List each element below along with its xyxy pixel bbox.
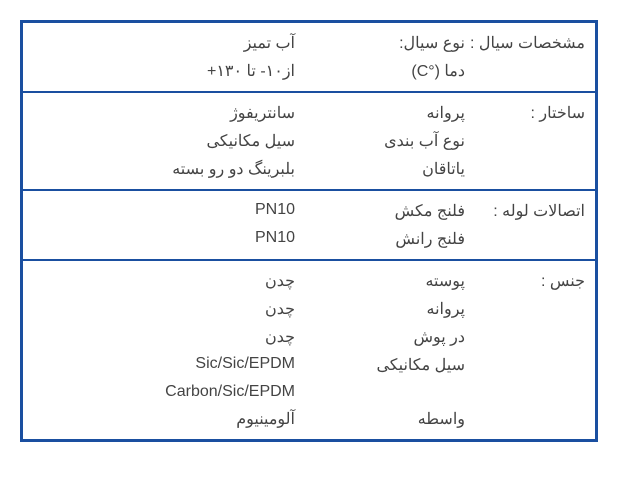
row-value: Sic/Sic/EPDM bbox=[33, 355, 295, 375]
section-title-blank bbox=[465, 229, 585, 249]
section-title-blank bbox=[465, 159, 585, 179]
row-label: دما (°C) bbox=[295, 61, 465, 81]
row-value: آلومینیوم bbox=[33, 409, 295, 429]
table-row: ساختار : پروانه سانتریفوژ bbox=[23, 93, 595, 127]
row-value: PN10 bbox=[33, 229, 295, 249]
table-row: یاتاقان بلبرینگ دو رو بسته bbox=[23, 155, 595, 189]
section-title-blank bbox=[465, 355, 585, 375]
row-label: نوع سیال: bbox=[295, 33, 465, 53]
section-title-blank bbox=[465, 327, 585, 347]
section-pipe: اتصالات لوله : فلنج مکش PN10 فلنج رانش P… bbox=[23, 191, 595, 261]
table-row: جنس : پوسته چدن bbox=[23, 261, 595, 295]
section-title-blank bbox=[465, 299, 585, 319]
row-value: چدن bbox=[33, 299, 295, 319]
row-label: پروانه bbox=[295, 103, 465, 123]
row-value: Carbon/Sic/EPDM bbox=[33, 383, 295, 401]
section-material: جنس : پوسته چدن پروانه چدن در پوش چدن سی… bbox=[23, 261, 595, 439]
table-row: پروانه چدن bbox=[23, 295, 595, 323]
row-label: نوع آب بندی bbox=[295, 131, 465, 151]
row-label: پروانه bbox=[295, 299, 465, 319]
row-value: سیل مکانیکی bbox=[33, 131, 295, 151]
table-row: فلنج رانش PN10 bbox=[23, 225, 595, 259]
row-value: چدن bbox=[33, 271, 295, 291]
table-row: مشخصات سیال : نوع سیال: آب تمیز bbox=[23, 23, 595, 57]
section-title-blank bbox=[465, 409, 585, 429]
row-label: سیل مکانیکی bbox=[295, 355, 465, 375]
row-value: بلبرینگ دو رو بسته bbox=[33, 159, 295, 179]
row-label: پوسته bbox=[295, 271, 465, 291]
row-value: سانتریفوژ bbox=[33, 103, 295, 123]
table-row: نوع آب بندی سیل مکانیکی bbox=[23, 127, 595, 155]
row-value: آب تمیز bbox=[33, 33, 295, 53]
row-label: در پوش bbox=[295, 327, 465, 347]
section-title-blank bbox=[465, 131, 585, 151]
section-title: مشخصات سیال : bbox=[465, 33, 585, 53]
table-row: واسطه آلومینیوم bbox=[23, 405, 595, 439]
row-value: چدن bbox=[33, 327, 295, 347]
section-title-blank bbox=[465, 383, 585, 401]
row-label: فلنج رانش bbox=[295, 229, 465, 249]
section-title: ساختار : bbox=[465, 103, 585, 123]
section-fluid: مشخصات سیال : نوع سیال: آب تمیز دما (°C)… bbox=[23, 23, 595, 93]
row-value: از۱۰- تا ۱۳۰+ bbox=[33, 61, 295, 81]
table-row: در پوش چدن bbox=[23, 323, 595, 351]
row-label: واسطه bbox=[295, 409, 465, 429]
table-row: Carbon/Sic/EPDM bbox=[23, 379, 595, 405]
section-title-blank bbox=[465, 61, 585, 81]
table-row: سیل مکانیکی Sic/Sic/EPDM bbox=[23, 351, 595, 379]
section-title: اتصالات لوله : bbox=[465, 201, 585, 221]
specifications-table: مشخصات سیال : نوع سیال: آب تمیز دما (°C)… bbox=[20, 20, 598, 442]
table-row: اتصالات لوله : فلنج مکش PN10 bbox=[23, 191, 595, 225]
row-label: فلنج مکش bbox=[295, 201, 465, 221]
row-label bbox=[295, 383, 465, 401]
row-value: PN10 bbox=[33, 201, 295, 221]
row-label: یاتاقان bbox=[295, 159, 465, 179]
section-structure: ساختار : پروانه سانتریفوژ نوع آب بندی سی… bbox=[23, 93, 595, 191]
table-row: دما (°C) از۱۰- تا ۱۳۰+ bbox=[23, 57, 595, 91]
section-title: جنس : bbox=[465, 271, 585, 291]
